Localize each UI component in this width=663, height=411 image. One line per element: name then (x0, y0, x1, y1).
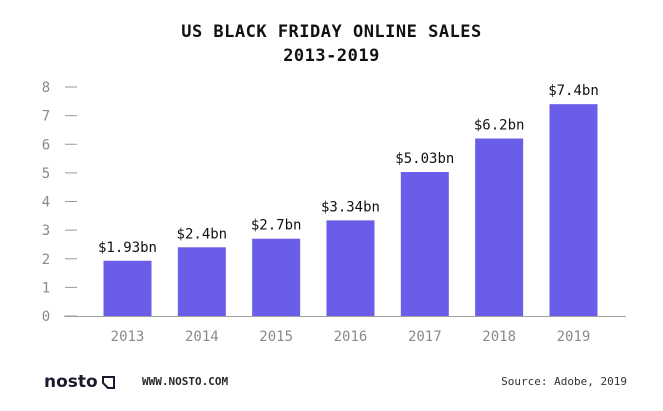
y-tick-label: 7 (42, 109, 50, 125)
x-tick-label: 2015 (259, 329, 293, 345)
logo-text: nosto (44, 372, 98, 392)
y-tick-label: 3 (42, 223, 50, 239)
bar (326, 220, 375, 316)
bar (475, 138, 524, 316)
x-tick-label: 2017 (408, 329, 442, 345)
x-tick-label: 2013 (111, 329, 145, 345)
footer-source: Source: Adobe, 2019 (501, 375, 627, 388)
x-tick-label: 2014 (185, 329, 219, 345)
y-tick-label: 4 (42, 195, 50, 211)
nosto-logo-icon (101, 375, 115, 389)
x-tick-label: 2016 (334, 329, 368, 345)
data-label: $3.34bn (321, 199, 380, 215)
chart-title-line1: US BLACK FRIDAY ONLINE SALES (181, 22, 482, 42)
y-tick-label: 1 (42, 280, 50, 296)
data-label: $6.2bn (474, 118, 525, 134)
data-label: $2.4bn (177, 226, 228, 242)
bar (252, 238, 301, 316)
y-tick-label: 0 (42, 309, 50, 325)
chart-title-line2: 2013-2019 (283, 46, 380, 66)
data-label: $5.03bn (395, 151, 454, 167)
y-tick-label: 8 (42, 80, 50, 96)
bar (549, 104, 598, 316)
bar (103, 260, 152, 316)
bar (177, 247, 226, 316)
bar (400, 172, 449, 316)
nosto-logo: nosto (44, 372, 115, 392)
y-tick-label: 6 (42, 137, 50, 153)
data-label: $7.4bn (548, 83, 599, 99)
y-tick-label: 2 (42, 252, 50, 268)
x-tick-label: 2018 (482, 329, 516, 345)
x-tick-label: 2019 (557, 329, 591, 345)
footer-url: WWW.NOSTO.COM (142, 375, 229, 388)
data-label: $2.7bn (251, 218, 302, 234)
y-tick-label: 5 (42, 166, 50, 182)
data-label: $1.93bn (98, 240, 157, 256)
